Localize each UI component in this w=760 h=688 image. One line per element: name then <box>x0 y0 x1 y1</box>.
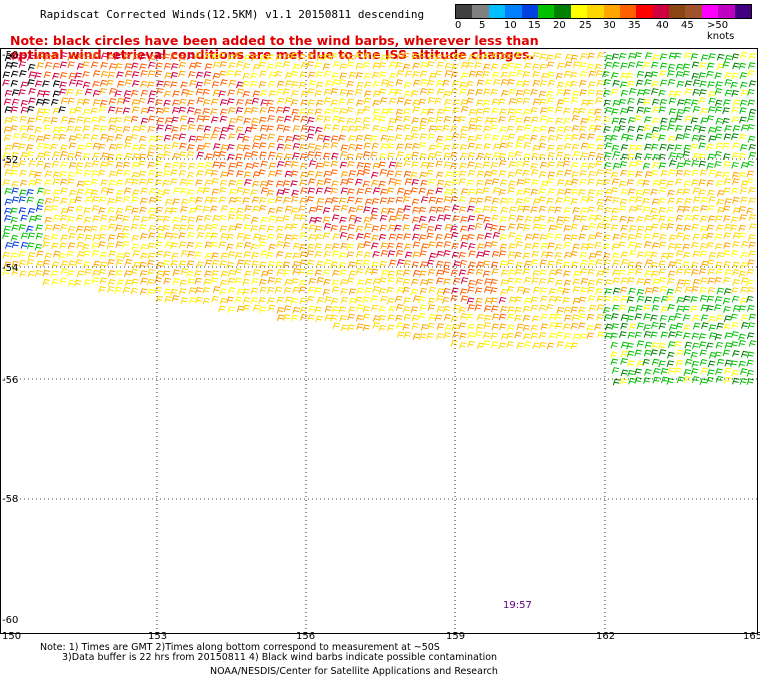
legend-tick-label: 35 <box>628 20 641 31</box>
footer-credit: NOAA/NESDIS/Center for Satellite Applica… <box>210 666 498 677</box>
legend-tick-label: 30 <box>603 20 616 31</box>
map-title: Rapidscat Corrected Winds(12.5KM) v1.1 2… <box>40 8 425 21</box>
legend-swatch <box>488 5 506 18</box>
time-label: 19:57 <box>503 600 532 611</box>
y-tick-label: -56 <box>2 375 19 386</box>
wind-barb-map <box>0 48 758 634</box>
x-tick-label: 159 <box>446 631 466 642</box>
legend-swatch <box>652 5 670 18</box>
legend-swatch <box>701 5 719 18</box>
legend-tick-label: 25 <box>579 20 592 31</box>
legend-swatch <box>456 5 473 18</box>
legend-color-bar <box>455 4 753 19</box>
y-tick-label: -54 <box>2 263 19 274</box>
legend-swatch <box>505 5 522 18</box>
map-frame <box>0 48 758 634</box>
x-tick-label: 165 <box>743 631 760 642</box>
legend-swatch <box>718 5 735 18</box>
legend-tick-label: 15 <box>528 20 541 31</box>
legend-tick-label: 45 <box>681 20 694 31</box>
legend-swatch <box>603 5 620 18</box>
y-tick-top: -50 <box>2 50 19 61</box>
x-tick-label: 153 <box>148 631 168 642</box>
wind-speed-legend: 0 5 10 15 20 25 30 35 40 45 >50 knots <box>455 4 753 42</box>
legend-swatch <box>734 5 752 18</box>
legend-swatch <box>570 5 588 18</box>
y-tick-label: -52 <box>2 155 19 166</box>
legend-swatch <box>554 5 571 18</box>
x-tick-label: 150 <box>2 631 22 642</box>
y-tick-label: -58 <box>2 494 19 505</box>
legend-labels: 0 5 10 15 20 25 30 35 40 45 >50 knots <box>455 19 752 42</box>
legend-swatch <box>537 5 555 18</box>
legend-swatch <box>619 5 637 18</box>
y-tick-label: -60 <box>2 615 19 626</box>
legend-swatch <box>472 5 489 18</box>
legend-swatch <box>587 5 604 18</box>
wind-barbs <box>2 51 757 386</box>
footer-note-2: 3)Data buffer is 22 hrs from 20150811 4)… <box>62 652 498 663</box>
legend-swatch <box>636 5 653 18</box>
footer-note-1: Note: 1) Times are GMT 2)Times along bot… <box>40 642 440 653</box>
x-tick-label: 156 <box>296 631 316 642</box>
legend-tick-label: 40 <box>656 20 669 31</box>
note-line-1: Note: black circles have been added to t… <box>10 33 539 48</box>
legend-swatch <box>669 5 686 18</box>
legend-swatch <box>521 5 538 18</box>
legend-tick-label: 0 <box>455 20 462 31</box>
legend-tick-label: 5 <box>479 20 486 31</box>
legend-tick-label: 20 <box>553 20 566 31</box>
x-tick-label: 162 <box>596 631 616 642</box>
legend-swatch <box>685 5 702 18</box>
map-grid <box>0 48 757 633</box>
legend-tick-label: >50 knots <box>707 20 735 42</box>
legend-tick-label: 10 <box>504 20 517 31</box>
